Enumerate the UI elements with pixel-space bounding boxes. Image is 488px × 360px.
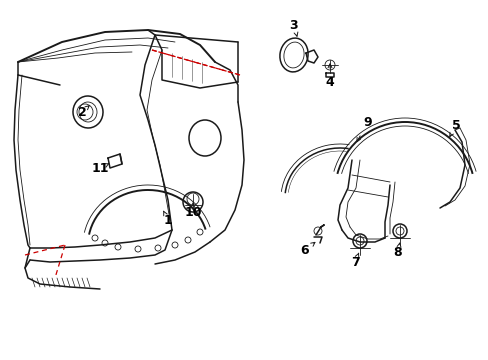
- Text: 5: 5: [451, 118, 459, 131]
- Text: 1: 1: [163, 213, 172, 226]
- Text: 11: 11: [91, 162, 108, 175]
- Text: 2: 2: [78, 105, 86, 118]
- Text: 8: 8: [393, 246, 402, 258]
- Text: 10: 10: [184, 206, 202, 219]
- Text: 3: 3: [289, 18, 298, 32]
- Text: 7: 7: [350, 256, 359, 269]
- Text: 6: 6: [300, 243, 309, 256]
- Text: 4: 4: [325, 76, 334, 89]
- Text: 9: 9: [363, 116, 371, 129]
